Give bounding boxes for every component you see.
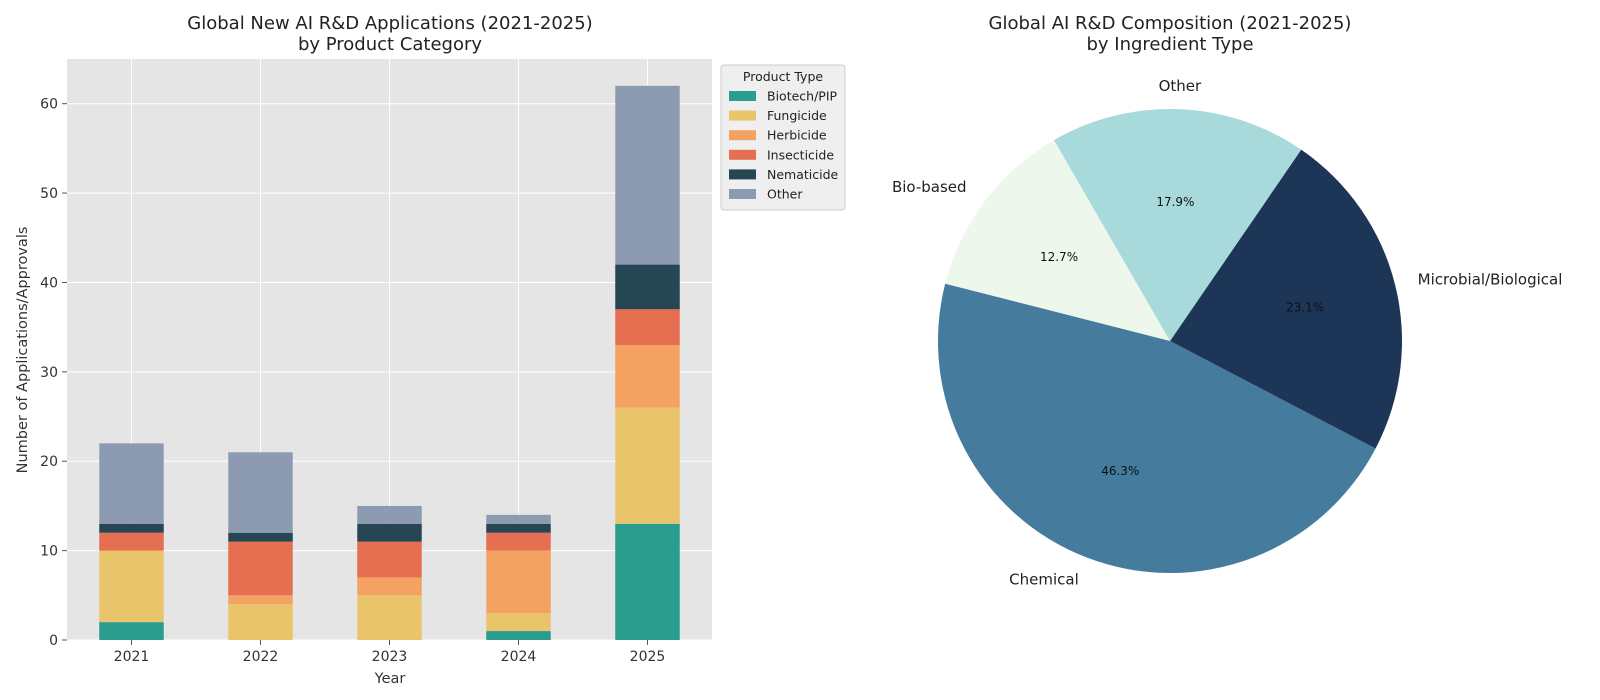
pie-percent-label: 12.7% (1040, 250, 1078, 264)
bar-segment: 2021 — Biotech/PIP: 2 (99, 622, 164, 640)
y-tick-label: 30 (40, 365, 58, 381)
bar-segment: 2023 — Nematicide: 2 (357, 523, 422, 542)
pie-category-label: Chemical (1009, 570, 1079, 588)
legend-swatch (729, 130, 756, 141)
pie-labels: Bio-based 12.7% Chemical 46.3% Microbial/Bio… (892, 77, 1562, 588)
pie-slice (1170, 149, 1402, 449)
x-tick-label: 2024 (501, 649, 537, 665)
bar-segment: 2021 — Insecticide: 2 (99, 532, 164, 551)
pie-category-label: Other (1159, 77, 1202, 95)
bar-chart-title-line2: by Product Category (298, 34, 482, 55)
bar-stacks: 2021 — Biotech/PIP: 22021 — Fungicide: 8… (99, 85, 680, 640)
pie-chart: Global AI R&D Composition (2021-2025) by… (892, 13, 1562, 588)
legend-label: Nematicide (767, 167, 839, 182)
x-axis-label: Year (374, 671, 406, 687)
bar-segment: 2024 — Herbicide: 7 (486, 550, 551, 614)
bar-chart: Global New AI R&D Applications (2021-202… (15, 13, 846, 687)
bar-segment: 2021 — Nematicide: 1 (99, 523, 164, 533)
pie-chart-title-line2: by Ingredient Type (1086, 34, 1253, 55)
bar-segment: 2025 — Nematicide: 5 (615, 264, 680, 310)
pie-slice (945, 140, 1170, 341)
pie-slice (938, 283, 1376, 574)
bar-segment: 2024 — Other: 1 (486, 514, 551, 524)
legend-label: Other (767, 187, 803, 202)
x-tick-label: 2021 (114, 649, 150, 665)
pie-percent-label: 46.3% (1101, 464, 1139, 478)
legend-label: Fungicide (767, 108, 827, 123)
legend-swatch (729, 169, 756, 180)
y-tick-label: 10 (40, 544, 58, 560)
pie-category-label: Microbial/Biological (1418, 270, 1563, 288)
bar-legend: Product Type Biotech/PIP Fungicide Herbici… (720, 64, 846, 211)
pie-percent-label: 23.1% (1286, 300, 1324, 314)
pie-chart-title-line1: Global AI R&D Composition (2021-2025) (989, 13, 1352, 34)
bar-segment: 2023 — Herbicide: 2 (357, 577, 422, 596)
y-axis-label: Number of Applications/Approvals (15, 227, 31, 474)
y-tick-label: 60 (40, 97, 58, 113)
legend-swatch (729, 91, 756, 101)
x-tick-label: 2023 (372, 649, 408, 665)
bar-segment: 2024 — Nematicide: 1 (486, 523, 551, 533)
legend-swatch (729, 189, 756, 199)
bar-segment: 2024 — Fungicide: 2 (486, 613, 551, 632)
pie-category-label: Bio-based (892, 178, 967, 196)
bar-segment: 2023 — Other: 2 (357, 505, 422, 524)
y-tick-label: 50 (40, 186, 58, 202)
bar-segment: 2023 — Fungicide: 5 (357, 595, 422, 640)
x-tick-label: 2025 (630, 649, 666, 665)
x-tick-label: 2022 (243, 649, 279, 665)
bar-segment: 2022 — Insecticide: 6 (228, 541, 293, 596)
legend-swatch (729, 149, 756, 160)
y-tick-label: 40 (40, 275, 58, 291)
pie-slices (938, 108, 1402, 574)
bar-segment: 2025 — Herbicide: 7 (615, 345, 680, 408)
legend-swatch (729, 110, 756, 121)
bar-segment: 2022 — Other: 9 (228, 452, 293, 533)
y-axis-ticks: 0 10 20 30 40 50 60 (40, 97, 67, 649)
legend-title: Product Type (743, 69, 823, 84)
legend-label: Herbicide (767, 128, 827, 143)
bar-segment: 2025 — Biotech/PIP: 13 (615, 523, 680, 640)
bar-segment: 2022 — Herbicide: 1 (228, 595, 293, 605)
legend-label: Insecticide (767, 147, 834, 162)
y-tick-label: 20 (40, 454, 58, 470)
bar-segment: 2025 — Other: 20 (615, 85, 680, 265)
bar-segment: 2023 — Insecticide: 4 (357, 541, 422, 578)
bar-segment: 2025 — Fungicide: 13 (615, 407, 680, 524)
pie-percent-label: 17.9% (1156, 195, 1194, 209)
bar-segment: 2022 — Nematicide: 1 (228, 532, 293, 542)
legend-label: Biotech/PIP (767, 89, 838, 104)
x-axis-ticks: 2021 2022 2023 2024 2025 (114, 640, 666, 665)
bar-segment: 2021 — Fungicide: 8 (99, 550, 164, 623)
bar-segment: 2025 — Insecticide: 4 (615, 309, 680, 346)
bar-segment: 2022 — Fungicide: 4 (228, 604, 293, 640)
bar-segment: 2021 — Other: 9 (99, 443, 164, 524)
pie-slice (1054, 108, 1302, 341)
bar-segment: 2024 — Biotech/PIP: 1 (486, 631, 551, 640)
y-tick-label: 0 (49, 633, 58, 649)
bar-segment: 2024 — Insecticide: 2 (486, 532, 551, 551)
legend-items: Biotech/PIP Fungicide Herbicide Insecticide… (729, 89, 839, 202)
bar-chart-title-line1: Global New AI R&D Applications (2021-202… (187, 13, 592, 34)
